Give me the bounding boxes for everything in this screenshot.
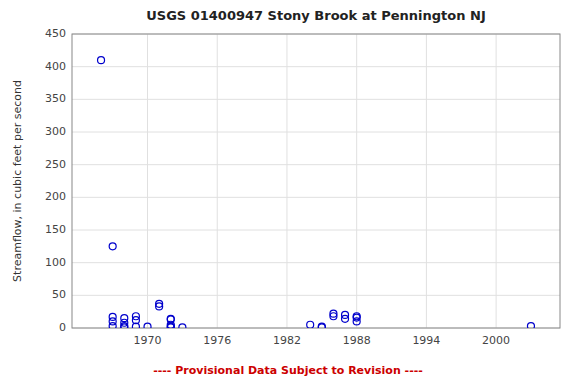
y-grid-line [72,132,560,133]
chart: 0 50 100 150 200 250 300 350 400 450 1970 1976 1982 1… [0,0,576,384]
point [342,315,349,322]
y-grid-line [72,99,560,100]
x-tick-label: 1994 [412,334,440,347]
point [353,318,360,325]
x-grid-line [356,34,357,328]
y-grid-line [72,295,560,296]
point [167,323,174,328]
point [179,324,186,328]
y-tick-label: 400 [45,60,66,73]
point [527,323,534,328]
y-axis-label: Streamflow, in cubic feet per second [11,80,24,282]
point [121,324,128,328]
point [318,323,325,328]
x-tick-label: 1970 [134,334,162,347]
y-tick-label: 250 [45,158,66,171]
x-grid-line [147,34,148,328]
title: USGS 01400947 Stony Brook at Pennington … [146,8,486,23]
x-grid-line [496,34,497,328]
x-grid-line [217,34,218,328]
x-grid-line [286,34,287,328]
point [156,303,163,310]
y-grid-line [72,230,560,231]
y-tick-label: 450 [45,27,66,40]
x-tick-label: 1982 [273,334,301,347]
points [98,57,535,328]
y-tick-label: 300 [45,125,66,138]
point [132,323,139,328]
point [307,321,314,328]
y-tick-label: 350 [45,92,66,105]
note: ---- Provisional Data Subject to Revisio… [153,364,423,377]
y-grid-line [72,197,560,198]
x-tick-label: 1976 [203,334,231,347]
point [318,324,325,328]
y-grid-line [72,164,560,165]
x-grid-line [426,34,427,328]
point [330,313,337,320]
y-tick-label: 50 [52,288,66,301]
y-tick-label: 150 [45,223,66,236]
point [98,57,105,64]
point [144,323,151,328]
y-tick-label: 100 [45,256,66,269]
plot-frame [72,34,560,328]
y-grid-line [72,66,560,67]
y-grid-line [72,262,560,263]
x-tick-label: 2000 [482,334,510,347]
grid [72,34,560,328]
point [167,324,174,328]
y-tick-label: 0 [59,321,66,334]
point [109,323,116,328]
y-tick-label: 200 [45,190,66,203]
point [109,243,116,250]
x-tick-label: 1988 [343,334,371,347]
